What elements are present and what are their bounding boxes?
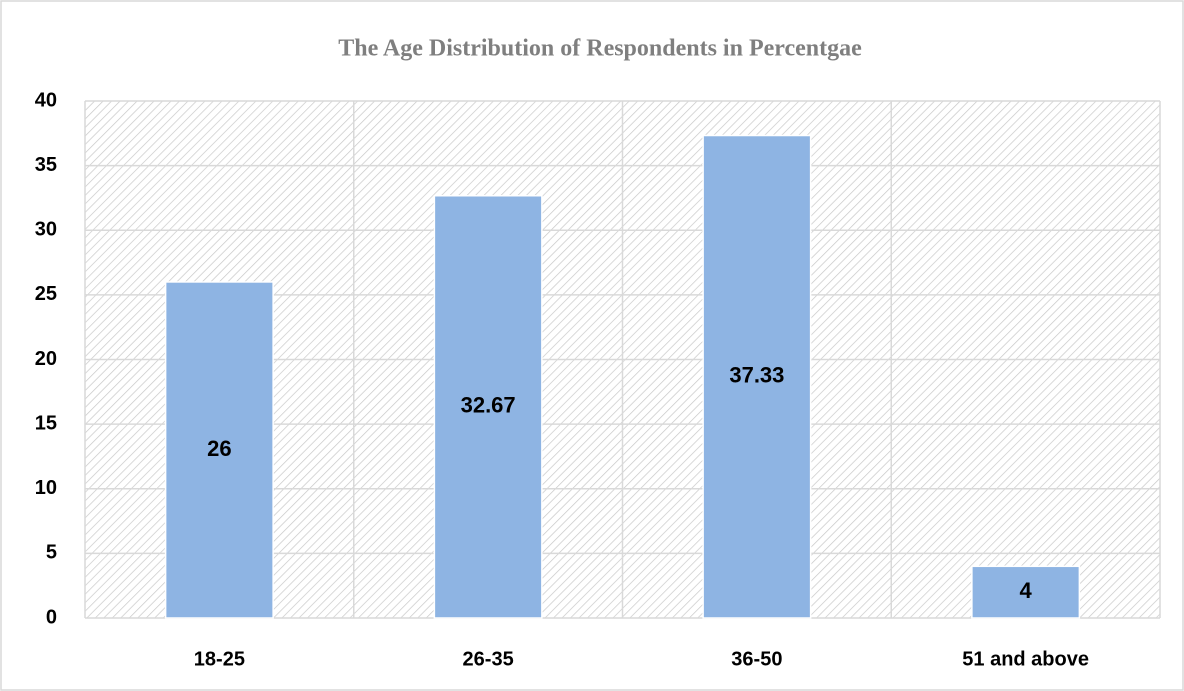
y-tick-label: 35 <box>35 154 57 176</box>
data-label: 37.33 <box>729 363 784 388</box>
y-tick-label: 25 <box>35 283 57 305</box>
x-tick-label: 18-25 <box>194 648 245 670</box>
y-tick-label: 5 <box>46 542 57 564</box>
chart-title: The Age Distribution of Respondents in P… <box>338 36 862 62</box>
y-tick-label: 20 <box>35 348 57 370</box>
x-tick-label: 51 and above <box>962 648 1089 670</box>
x-tick-label: 36-50 <box>731 648 782 670</box>
bar <box>971 565 1081 619</box>
data-label: 4 <box>1020 578 1033 603</box>
bar <box>433 194 543 619</box>
y-tick-label: 30 <box>35 219 57 241</box>
y-tick-label: 40 <box>35 89 57 111</box>
data-label: 32.67 <box>461 393 516 418</box>
x-tick-label: 26-35 <box>463 648 514 670</box>
y-tick-label: 15 <box>35 412 57 434</box>
bar <box>164 281 274 619</box>
y-tick-label: 10 <box>35 477 57 499</box>
bar <box>702 134 812 619</box>
y-tick-label: 0 <box>46 606 57 628</box>
data-label: 26 <box>207 436 231 461</box>
